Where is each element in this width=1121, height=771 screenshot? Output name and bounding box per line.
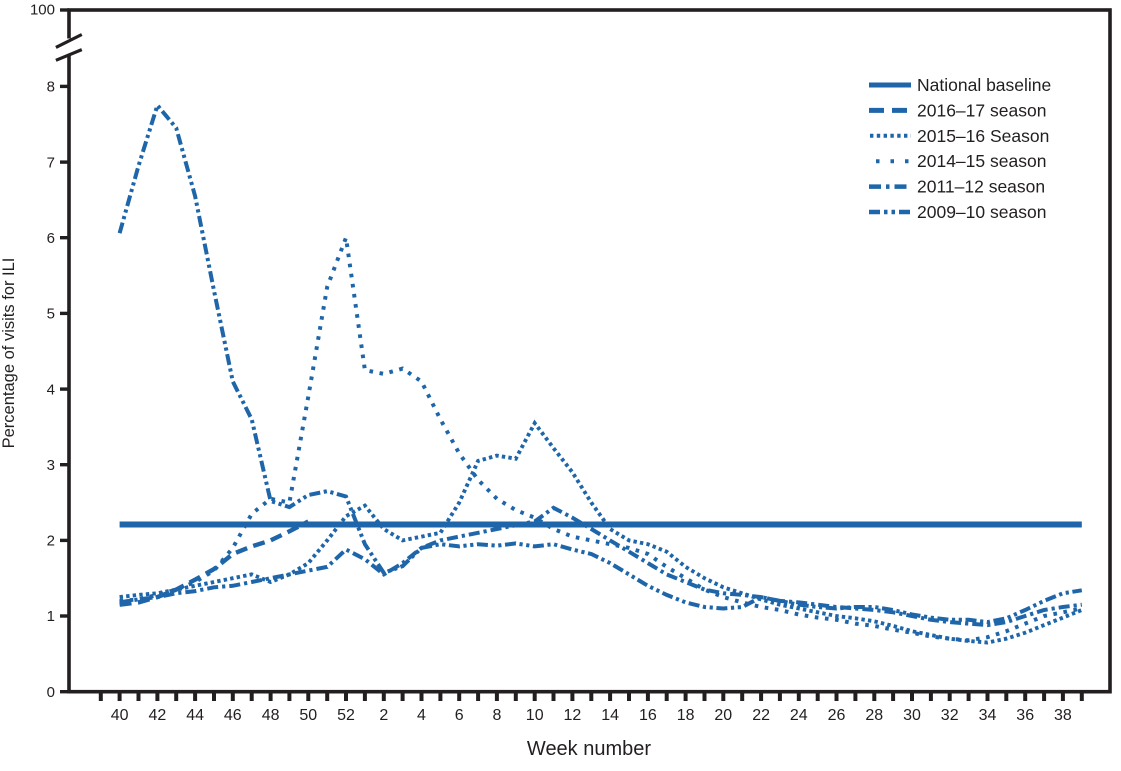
svg-text:10: 10 <box>526 707 544 724</box>
svg-text:34: 34 <box>979 707 997 724</box>
svg-text:24: 24 <box>790 707 808 724</box>
svg-text:5: 5 <box>47 306 55 323</box>
svg-text:12: 12 <box>564 707 582 724</box>
svg-text:0: 0 <box>47 684 55 701</box>
svg-text:38: 38 <box>1054 707 1072 724</box>
svg-text:6: 6 <box>455 707 464 724</box>
svg-text:2009–10 season: 2009–10 season <box>917 202 1046 222</box>
svg-text:46: 46 <box>224 707 242 724</box>
svg-text:16: 16 <box>639 707 657 724</box>
svg-text:2011–12 season: 2011–12 season <box>917 177 1045 197</box>
svg-text:2014–15 season: 2014–15 season <box>917 151 1046 171</box>
svg-text:Percentage of visits for ILI: Percentage of visits for ILI <box>0 258 18 449</box>
svg-text:36: 36 <box>1016 707 1034 724</box>
svg-text:32: 32 <box>941 707 959 724</box>
svg-text:2: 2 <box>379 707 388 724</box>
svg-text:2: 2 <box>47 533 55 550</box>
svg-text:2015–16 Season: 2015–16 Season <box>917 126 1049 146</box>
svg-text:18: 18 <box>677 707 695 724</box>
svg-text:20: 20 <box>714 707 732 724</box>
svg-text:8: 8 <box>492 707 501 724</box>
svg-text:14: 14 <box>601 707 619 724</box>
svg-text:4: 4 <box>417 707 426 724</box>
svg-text:30: 30 <box>903 707 921 724</box>
svg-text:40: 40 <box>111 707 129 724</box>
svg-text:1: 1 <box>47 608 55 625</box>
svg-text:50: 50 <box>299 707 317 724</box>
svg-text:6: 6 <box>47 230 55 247</box>
svg-text:Week number: Week number <box>527 738 651 760</box>
svg-text:4: 4 <box>47 381 55 398</box>
svg-text:2016–17 season: 2016–17 season <box>917 100 1046 120</box>
svg-text:48: 48 <box>262 707 280 724</box>
svg-text:42: 42 <box>149 707 167 724</box>
svg-text:7: 7 <box>47 154 55 171</box>
svg-text:26: 26 <box>828 707 846 724</box>
svg-text:44: 44 <box>186 707 204 724</box>
svg-text:52: 52 <box>337 707 355 724</box>
svg-text:3: 3 <box>47 457 55 474</box>
svg-text:National baseline: National baseline <box>917 75 1051 95</box>
svg-text:8: 8 <box>47 79 55 96</box>
svg-text:22: 22 <box>752 707 770 724</box>
svg-text:28: 28 <box>865 707 883 724</box>
svg-text:100: 100 <box>30 2 55 19</box>
